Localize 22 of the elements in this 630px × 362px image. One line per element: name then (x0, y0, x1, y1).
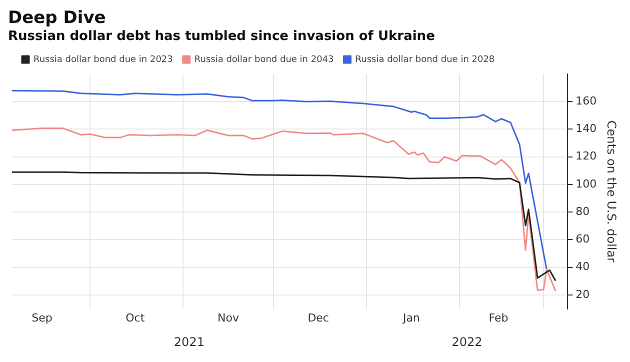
y-tick-label: 140 (576, 122, 597, 136)
x-tick-label: Feb (488, 311, 508, 324)
chart-title: Deep Dive (8, 8, 107, 28)
legend-label: Russia dollar bond due in 2043 (194, 54, 334, 65)
y-axis-title: Cents on the U.S. dollar (604, 120, 619, 263)
x-tick-label: Jan (402, 311, 420, 324)
x-tick-label: Nov (218, 311, 240, 324)
text: 2021 (174, 334, 204, 349)
x-tick-label: Oct (126, 311, 146, 324)
y-tick-label: 100 (576, 177, 597, 190)
x-tick-label: Dec (308, 311, 329, 324)
text: 2022 (452, 334, 482, 349)
legend-label: Russia dollar bond due in 2023 (34, 54, 173, 65)
y-tick-label: 40 (576, 260, 590, 274)
legend-label: Russia dollar bond due in 2028 (355, 54, 495, 65)
y-tick-label: 120 (576, 150, 597, 163)
y-tick-label: 80 (576, 204, 590, 218)
y-tick-label: 160 (576, 94, 597, 108)
x-tick-label: Sep (32, 311, 52, 324)
y-tick-label: 60 (576, 232, 590, 246)
chart-subtitle: Russian dollar debt has tumbled since invasion of Ukraine (8, 28, 436, 45)
y-tick-label: 20 (576, 288, 590, 301)
